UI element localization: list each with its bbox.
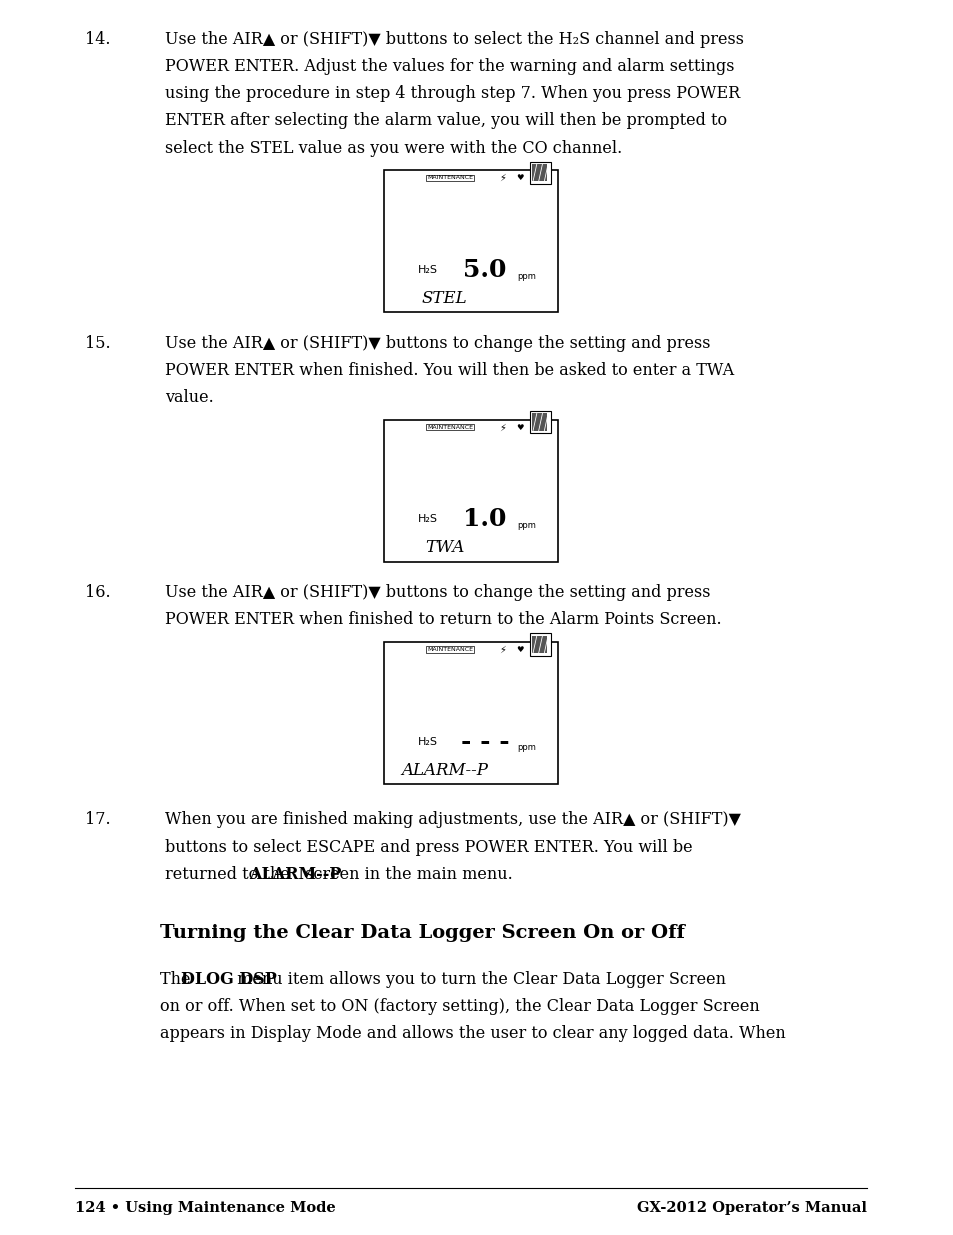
Text: MAINTENANCE: MAINTENANCE bbox=[427, 425, 473, 430]
Text: 1.0: 1.0 bbox=[463, 508, 506, 531]
FancyBboxPatch shape bbox=[530, 411, 550, 433]
Text: 124 • Using Maintenance Mode: 124 • Using Maintenance Mode bbox=[75, 1200, 335, 1215]
Text: Use the AIR▲ or (SHIFT)▼ buttons to change the setting and press: Use the AIR▲ or (SHIFT)▼ buttons to chan… bbox=[165, 335, 710, 352]
Text: H₂S: H₂S bbox=[417, 514, 436, 525]
Text: When you are finished making adjustments, use the AIR▲ or (SHIFT)▼: When you are finished making adjustments… bbox=[165, 811, 740, 829]
Text: 14.: 14. bbox=[85, 31, 111, 48]
Text: ♥: ♥ bbox=[516, 422, 523, 432]
Text: GX-2012 Operator’s Manual: GX-2012 Operator’s Manual bbox=[636, 1200, 865, 1215]
FancyBboxPatch shape bbox=[383, 420, 558, 562]
FancyBboxPatch shape bbox=[532, 414, 547, 431]
Text: The: The bbox=[160, 971, 195, 988]
Text: value.: value. bbox=[165, 389, 213, 406]
Text: POWER ENTER when finished. You will then be asked to enter a TWA: POWER ENTER when finished. You will then… bbox=[165, 362, 733, 379]
FancyBboxPatch shape bbox=[532, 164, 547, 182]
Text: Use the AIR▲ or (SHIFT)▼ buttons to select the H₂S channel and press: Use the AIR▲ or (SHIFT)▼ buttons to sele… bbox=[165, 31, 743, 48]
Text: ⚡: ⚡ bbox=[498, 422, 505, 432]
Text: select the STEL value as you were with the CO channel.: select the STEL value as you were with t… bbox=[165, 140, 621, 157]
Text: - - -: - - - bbox=[460, 730, 509, 753]
Text: appears in Display Mode and allows the user to clear any logged data. When: appears in Display Mode and allows the u… bbox=[160, 1025, 785, 1042]
Text: ALARM--P: ALARM--P bbox=[401, 762, 488, 778]
Text: Turning the Clear Data Logger Screen On or Off: Turning the Clear Data Logger Screen On … bbox=[160, 924, 684, 942]
Text: DLOG DSP: DLOG DSP bbox=[181, 971, 276, 988]
Text: buttons to select ESCAPE and press POWER ENTER. You will be: buttons to select ESCAPE and press POWER… bbox=[165, 839, 692, 856]
Text: ENTER after selecting the alarm value, you will then be prompted to: ENTER after selecting the alarm value, y… bbox=[165, 112, 726, 130]
Text: POWER ENTER when finished to return to the Alarm Points Screen.: POWER ENTER when finished to return to t… bbox=[165, 611, 720, 629]
FancyBboxPatch shape bbox=[530, 634, 550, 656]
Text: 5.0: 5.0 bbox=[463, 258, 506, 282]
Text: H₂S: H₂S bbox=[417, 736, 436, 747]
Text: ppm: ppm bbox=[517, 743, 536, 752]
Text: 17.: 17. bbox=[85, 811, 111, 829]
Text: menu item allows you to turn the Clear Data Logger Screen: menu item allows you to turn the Clear D… bbox=[232, 971, 725, 988]
FancyBboxPatch shape bbox=[383, 170, 558, 312]
FancyBboxPatch shape bbox=[532, 636, 547, 653]
Text: on or off. When set to ON (factory setting), the Clear Data Logger Screen: on or off. When set to ON (factory setti… bbox=[160, 998, 760, 1015]
Text: MAINTENANCE: MAINTENANCE bbox=[427, 647, 473, 652]
Text: Use the AIR▲ or (SHIFT)▼ buttons to change the setting and press: Use the AIR▲ or (SHIFT)▼ buttons to chan… bbox=[165, 584, 710, 601]
Text: 16.: 16. bbox=[85, 584, 111, 601]
Text: ⚡: ⚡ bbox=[498, 173, 505, 183]
FancyBboxPatch shape bbox=[383, 642, 558, 784]
Text: POWER ENTER. Adjust the values for the warning and alarm settings: POWER ENTER. Adjust the values for the w… bbox=[165, 58, 734, 75]
Text: ♥: ♥ bbox=[516, 645, 523, 655]
Text: STEL: STEL bbox=[421, 290, 467, 306]
FancyBboxPatch shape bbox=[530, 162, 550, 184]
Text: ♥: ♥ bbox=[516, 173, 523, 183]
Text: ppm: ppm bbox=[517, 521, 536, 530]
Text: screen in the main menu.: screen in the main menu. bbox=[300, 866, 513, 883]
Text: using the procedure in step 4 through step 7. When you press POWER: using the procedure in step 4 through st… bbox=[165, 85, 740, 103]
Text: ALARM--P: ALARM--P bbox=[249, 866, 341, 883]
Text: MAINTENANCE: MAINTENANCE bbox=[427, 175, 473, 180]
Text: 15.: 15. bbox=[85, 335, 111, 352]
Text: ppm: ppm bbox=[517, 272, 536, 280]
Text: TWA: TWA bbox=[425, 540, 464, 556]
Text: returned to the: returned to the bbox=[165, 866, 294, 883]
Text: H₂S: H₂S bbox=[417, 264, 436, 275]
Text: ⚡: ⚡ bbox=[498, 645, 505, 655]
